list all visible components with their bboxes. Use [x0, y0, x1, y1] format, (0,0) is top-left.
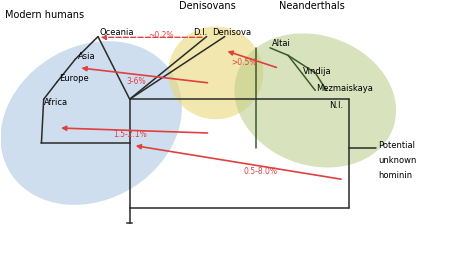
Text: Neanderthals: Neanderthals — [279, 1, 345, 11]
Text: N.I.: N.I. — [329, 100, 343, 109]
Text: 3-6%: 3-6% — [127, 77, 146, 86]
Text: ~0.2%: ~0.2% — [148, 30, 174, 39]
Text: 1.5-2.1%: 1.5-2.1% — [113, 129, 147, 138]
Ellipse shape — [0, 42, 182, 205]
Text: Vindija: Vindija — [303, 67, 332, 76]
Text: >0.5%: >0.5% — [231, 58, 257, 67]
Text: Altai: Altai — [272, 39, 291, 48]
Text: 0.5-8.0%: 0.5-8.0% — [244, 166, 278, 176]
Text: Mezmaiskaya: Mezmaiskaya — [316, 84, 374, 93]
Ellipse shape — [168, 27, 263, 120]
Text: Asia: Asia — [78, 52, 95, 61]
Text: Oceania: Oceania — [99, 28, 134, 37]
Text: Europe: Europe — [59, 74, 89, 83]
Text: Africa: Africa — [44, 98, 68, 107]
Text: unknown: unknown — [379, 155, 417, 164]
Text: Denisova: Denisova — [212, 28, 252, 37]
Text: D.I.: D.I. — [193, 28, 207, 37]
Text: Modern humans: Modern humans — [5, 10, 84, 20]
Text: hominin: hominin — [379, 170, 413, 179]
Text: Potential: Potential — [379, 140, 415, 149]
Text: Denisovans: Denisovans — [179, 1, 236, 11]
Ellipse shape — [234, 34, 396, 168]
